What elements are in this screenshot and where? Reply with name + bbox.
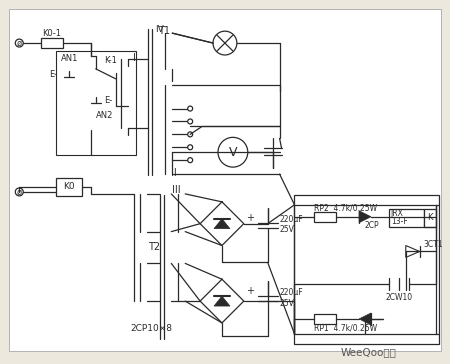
Text: +: + <box>246 286 254 296</box>
Text: RP1  4.7k/0.25W: RP1 4.7k/0.25W <box>315 323 378 332</box>
Bar <box>423 209 436 227</box>
Circle shape <box>188 132 193 137</box>
Text: E-: E- <box>49 70 57 79</box>
Text: K-1: K-1 <box>104 56 117 66</box>
Text: II: II <box>171 168 177 178</box>
Text: I: I <box>133 53 136 63</box>
Circle shape <box>15 188 23 196</box>
Text: JRX: JRX <box>391 209 404 218</box>
Circle shape <box>188 119 193 124</box>
Text: IV: IV <box>155 25 164 34</box>
Text: T1: T1 <box>158 26 171 36</box>
Text: 13-F: 13-F <box>391 217 408 226</box>
Text: III: III <box>172 185 180 195</box>
Bar <box>56 178 82 196</box>
Text: E-: E- <box>104 96 112 105</box>
Text: 220μF
25V: 220μF 25V <box>279 288 303 308</box>
Text: K0-1: K0-1 <box>43 29 62 37</box>
Text: 2CP10×8: 2CP10×8 <box>130 324 172 333</box>
Text: ø: ø <box>17 187 22 197</box>
Polygon shape <box>214 219 230 229</box>
Polygon shape <box>359 211 371 223</box>
Text: K: K <box>427 213 432 222</box>
Text: 2CW10: 2CW10 <box>385 293 412 302</box>
Bar <box>389 209 423 227</box>
Text: 2CP: 2CP <box>364 221 378 230</box>
Polygon shape <box>359 313 371 325</box>
Circle shape <box>213 31 237 55</box>
Bar <box>294 195 439 344</box>
Circle shape <box>15 39 23 47</box>
Text: V: V <box>229 146 237 159</box>
Bar <box>315 314 336 324</box>
Circle shape <box>188 158 193 163</box>
Text: 220μF
25V: 220μF 25V <box>279 215 303 234</box>
Text: AN1: AN1 <box>61 55 78 63</box>
Bar <box>41 38 63 48</box>
Circle shape <box>188 106 193 111</box>
Text: WeeQoo维库: WeeQoo维库 <box>341 347 397 357</box>
Text: 3CT1: 3CT1 <box>423 240 443 249</box>
Text: K0: K0 <box>63 182 75 191</box>
Circle shape <box>188 145 193 150</box>
Polygon shape <box>214 296 230 306</box>
Text: T2: T2 <box>148 242 161 253</box>
Text: ø: ø <box>17 39 22 48</box>
Text: RP2  4.7k/0.25W: RP2 4.7k/0.25W <box>315 203 378 212</box>
Text: AN2: AN2 <box>96 111 113 120</box>
Bar <box>56 51 135 155</box>
Text: +: + <box>246 213 254 223</box>
Circle shape <box>218 137 248 167</box>
Bar <box>315 212 336 222</box>
